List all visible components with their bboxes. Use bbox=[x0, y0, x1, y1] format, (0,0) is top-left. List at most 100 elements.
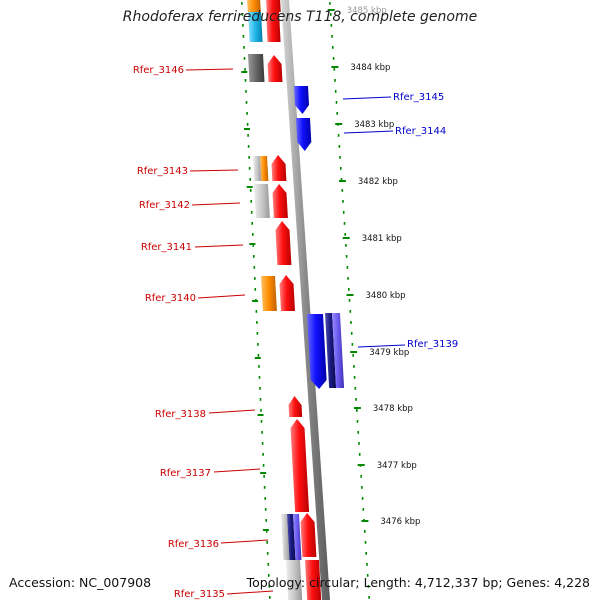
ruler-dash-left bbox=[257, 414, 264, 416]
accession-text: Accession: NC_007908 bbox=[9, 575, 152, 590]
ruler-dot-left bbox=[256, 321, 258, 324]
ruler-dot-right bbox=[353, 376, 356, 379]
ruler-dot-right bbox=[365, 552, 367, 555]
ruler-dot-left bbox=[252, 244, 255, 247]
ruler-dot-left bbox=[250, 200, 252, 203]
ruler-tick bbox=[350, 351, 358, 353]
ruler-dot-left bbox=[246, 112, 248, 115]
ruler-dot-right bbox=[345, 255, 348, 258]
ruler-tick-label: 3482 kbp bbox=[358, 177, 398, 187]
ruler-dot-right bbox=[334, 79, 336, 82]
ruler-dot-left bbox=[261, 431, 263, 434]
gene-label-rfer-3140[interactable]: Rfer_3140 bbox=[145, 293, 196, 304]
leader-line bbox=[357, 344, 406, 348]
ruler-dot-left bbox=[267, 563, 270, 566]
ruler-dot-left bbox=[264, 497, 266, 500]
ruler-dot-right bbox=[340, 167, 342, 170]
ruler-dot-left bbox=[259, 398, 262, 401]
gene-glyph bbox=[300, 513, 317, 557]
gene-glyph-rfer-3144 bbox=[296, 118, 312, 151]
ruler-dot-right bbox=[332, 46, 334, 49]
ruler-dot-left bbox=[244, 79, 247, 82]
gene-label-rfer-3139[interactable]: Rfer_3139 bbox=[407, 339, 458, 350]
ruler-dot-left bbox=[256, 332, 259, 335]
leader-line bbox=[220, 539, 269, 544]
ruler-dash-left bbox=[252, 300, 259, 302]
gene-glyph-rfer-3142 bbox=[254, 184, 270, 218]
ruler-dot-right bbox=[339, 156, 341, 159]
ruler-dot-right bbox=[364, 530, 366, 533]
ruler-dot-left bbox=[250, 211, 253, 214]
gene-glyph-rfer-3139 bbox=[307, 314, 327, 389]
ruler-dot-left bbox=[254, 288, 257, 291]
ruler-tick bbox=[335, 123, 343, 125]
ruler-dash-left bbox=[241, 71, 248, 73]
ruler-dot-left bbox=[254, 277, 256, 280]
ruler-dash-left bbox=[246, 186, 253, 188]
gene-glyph bbox=[266, 12, 281, 42]
gene-label-rfer-3143[interactable]: Rfer_3143 bbox=[137, 166, 188, 177]
ruler-dotted-lines bbox=[241, 2, 370, 599]
ruler-dot-right bbox=[358, 442, 360, 445]
genome-summary-text: Topology: circular; Length: 4,712,337 bp… bbox=[246, 575, 590, 590]
gene-label-rfer-3146[interactable]: Rfer_3146 bbox=[133, 65, 184, 76]
ruler-dot-left bbox=[268, 585, 271, 588]
ruler-tick-label: 3485 kbp bbox=[347, 6, 387, 16]
gene-label-rfer-3144[interactable]: Rfer_3144 bbox=[395, 126, 446, 137]
ruler-tick-label: 3481 kbp bbox=[362, 234, 402, 244]
gene-glyph bbox=[279, 275, 295, 311]
ruler-dot-right bbox=[348, 299, 351, 302]
gene-glyph bbox=[305, 560, 322, 600]
ruler-dot-left bbox=[242, 35, 245, 38]
ruler-dot-left bbox=[264, 508, 267, 511]
ruler-dot-right bbox=[358, 453, 361, 456]
gene-label-rfer-3137[interactable]: Rfer_3137 bbox=[160, 468, 211, 479]
gene-glyph-rfer-3141 bbox=[275, 221, 292, 265]
ruler-dot-right bbox=[357, 431, 359, 434]
leader-line bbox=[191, 202, 241, 206]
ruler-dash-left bbox=[260, 472, 267, 474]
ruler-tick-label: 3476 kbp bbox=[380, 517, 420, 527]
gene-label-rfer-3141[interactable]: Rfer_3141 bbox=[141, 242, 192, 253]
ruler-dot-right bbox=[355, 398, 357, 401]
gene-label-rfer-3145[interactable]: Rfer_3145 bbox=[393, 92, 444, 103]
gene-glyph-rfer-3137 bbox=[290, 419, 310, 512]
ruler-dash-left bbox=[249, 243, 256, 245]
ruler-dot-right bbox=[367, 585, 370, 588]
gene-label-rfer-3136[interactable]: Rfer_3136 bbox=[168, 539, 219, 550]
leader-line bbox=[342, 96, 392, 100]
gene-glyph bbox=[325, 313, 337, 388]
ruler-dot-right bbox=[350, 332, 353, 335]
ruler-dot-left bbox=[243, 57, 246, 60]
gene-label-rfer-3142[interactable]: Rfer_3142 bbox=[139, 200, 190, 211]
gene-glyph-rfer-3143 bbox=[253, 156, 262, 181]
leader-line bbox=[343, 130, 394, 134]
ruler-dot-left bbox=[246, 123, 249, 126]
gene-label-rfer-3138[interactable]: Rfer_3138 bbox=[155, 409, 206, 420]
ruler-dot-right bbox=[362, 508, 365, 511]
ruler-dot-left bbox=[262, 453, 264, 456]
ruler-dot-left bbox=[261, 442, 264, 445]
ruler-dot-left bbox=[268, 574, 270, 577]
ruler-dot-left bbox=[262, 464, 265, 467]
ruler-tick bbox=[353, 407, 361, 409]
ruler-dot-right bbox=[333, 68, 336, 71]
gene-glyph bbox=[260, 156, 269, 181]
gene-glyph bbox=[266, 0, 281, 12]
ruler-tick-label: 3477 kbp bbox=[377, 461, 417, 471]
gene-label-rfer-3135[interactable]: Rfer_3135 bbox=[174, 589, 225, 600]
ruler-tick bbox=[327, 9, 335, 11]
ruler-dot-right bbox=[346, 266, 349, 269]
gene-features bbox=[247, 0, 345, 600]
ruler-dash-left bbox=[262, 529, 269, 531]
ruler-tick-label: 3483 kbp bbox=[354, 120, 394, 130]
gene-glyph-rfer-3135 bbox=[286, 560, 303, 600]
gene-glyph bbox=[332, 313, 345, 388]
ruler-tick bbox=[342, 237, 350, 239]
ruler-dot-right bbox=[342, 211, 345, 214]
ruler-dot-right bbox=[361, 486, 363, 489]
ruler-dot-left bbox=[258, 376, 261, 379]
ruler-ticks: 3485 kbp 3484 kbp 3483 kbp 3482 kbp 3481 kbp… bbox=[327, 6, 420, 527]
